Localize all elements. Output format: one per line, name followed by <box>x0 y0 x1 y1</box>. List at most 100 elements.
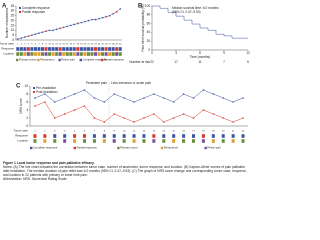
point <box>212 93 215 95</box>
row-cell <box>16 47 20 51</box>
row-value: 16 <box>70 44 73 46</box>
row-cell <box>97 47 101 51</box>
series-line <box>152 5 248 39</box>
row-cell <box>69 52 73 56</box>
y-tick-label: 5 <box>12 33 14 37</box>
row-cell <box>172 134 176 138</box>
row-value: 14 <box>163 131 166 133</box>
row-cell <box>86 52 90 56</box>
row-value: 9 <box>114 131 116 133</box>
row-value: 21 <box>232 131 235 133</box>
row-value: 2 <box>44 131 46 133</box>
x-tick-label: 3 <box>175 51 177 55</box>
row-cell <box>211 139 215 143</box>
row-value: 13 <box>59 44 62 46</box>
row-cell <box>118 47 122 51</box>
point <box>27 35 30 37</box>
row-cell <box>33 134 37 138</box>
point <box>113 113 116 115</box>
annotation: Persistent pain <box>86 81 107 85</box>
y-tick-label: 100 <box>145 4 151 8</box>
y-tick-label: 10 <box>11 28 15 32</box>
row-value: 19 <box>212 131 215 133</box>
y-axis-label: NRS score <box>19 98 23 114</box>
legend-swatch <box>19 7 21 9</box>
point <box>192 117 195 119</box>
point <box>55 28 58 31</box>
y-tick-label: 0 <box>26 124 28 128</box>
annotation: (95% CI: 2.47–9.53) <box>172 10 201 14</box>
row-value: 10 <box>48 44 51 46</box>
row-cell <box>33 52 37 56</box>
point <box>113 93 116 95</box>
row-cell <box>55 47 59 51</box>
point <box>103 121 106 123</box>
row-cell <box>48 52 52 56</box>
point <box>103 101 106 103</box>
x-tick-label: 6 <box>199 51 201 55</box>
y-tick-label: 0 <box>148 48 150 52</box>
legend-label: Primary tumor <box>120 146 138 150</box>
point <box>93 97 96 99</box>
row-value: 20 <box>84 44 87 46</box>
legend-label: Partial response <box>22 10 45 14</box>
point <box>45 30 47 33</box>
row-cell <box>83 47 87 51</box>
point <box>94 18 97 21</box>
point <box>20 37 23 39</box>
row-value: 19 <box>80 44 83 46</box>
point <box>77 22 79 25</box>
row-cell <box>201 134 205 138</box>
row-cell <box>231 134 235 138</box>
legend-label: Partial response <box>104 58 125 62</box>
row-cell <box>16 52 20 56</box>
row-cell <box>83 139 86 143</box>
row-cell <box>69 47 73 51</box>
row-value: 10 <box>123 131 126 133</box>
point <box>91 18 93 21</box>
row-cell <box>76 47 80 51</box>
row-cell <box>111 52 115 56</box>
legend-label: Complete response <box>83 58 108 62</box>
row-value: 28 <box>112 44 115 46</box>
caption-notes: Notes: (A) The line chart indicates the … <box>3 165 247 178</box>
page: A 0 5 10 15 20 25 30 35 Number of anatomies Comple… <box>0 3 250 182</box>
legend-swatch <box>33 91 35 93</box>
row-value: 3 <box>54 131 56 133</box>
point <box>112 12 114 15</box>
row-label: Location <box>17 139 28 143</box>
point <box>59 27 61 30</box>
row-cell <box>23 52 27 56</box>
point <box>31 34 33 36</box>
row-value: 12 <box>55 44 58 46</box>
row-cell <box>37 47 41 51</box>
point <box>133 121 135 123</box>
y-tick-label: 35 <box>11 4 15 8</box>
point <box>66 25 69 28</box>
row-cell <box>192 139 195 143</box>
legend-label: Pelvic wall <box>207 146 220 150</box>
point <box>242 97 244 99</box>
y-tick-label: 10 <box>25 84 29 88</box>
row-cell <box>51 52 55 56</box>
row-value: 8 <box>104 131 106 133</box>
row-value: 22 <box>91 44 94 46</box>
row-value: 4 <box>28 44 30 46</box>
row-value: 25 <box>101 44 104 46</box>
at-risk-value: 11 <box>198 60 202 64</box>
point <box>63 97 66 99</box>
legend-label: Complete response <box>33 146 58 150</box>
row-value: 2 <box>21 44 23 46</box>
row-cell <box>43 139 47 143</box>
legend-swatch <box>58 58 61 62</box>
row-cell <box>65 52 69 56</box>
point <box>232 101 234 103</box>
y-tick-label: 25 <box>11 14 15 18</box>
point <box>101 16 104 19</box>
legend-label: Pre-irradiation <box>36 86 56 90</box>
row-cell <box>76 52 80 56</box>
y-axis-label: Number of anatomies <box>5 7 9 38</box>
point <box>202 109 205 111</box>
row-cell <box>26 52 30 56</box>
point <box>153 113 155 115</box>
